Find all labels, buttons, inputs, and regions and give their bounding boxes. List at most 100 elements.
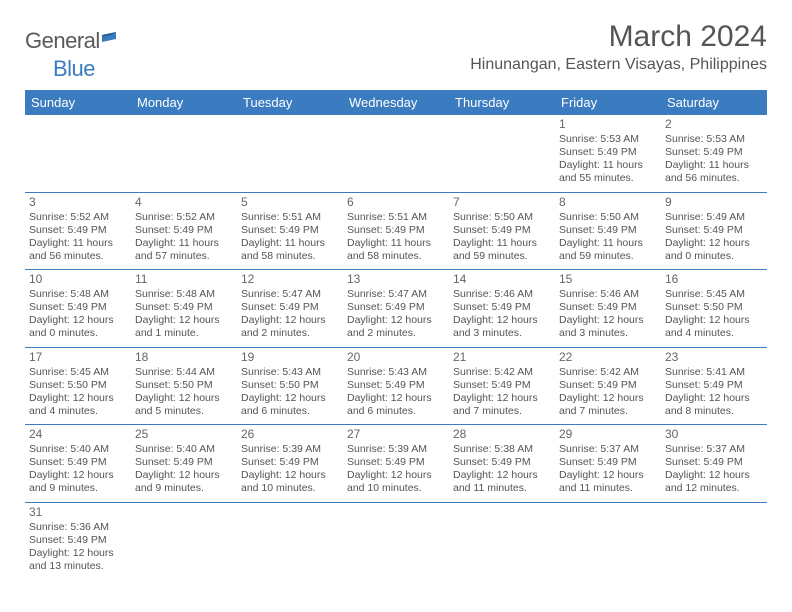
day-number: 2 — [665, 117, 763, 132]
sunrise-text: Sunrise: 5:47 AM — [347, 288, 445, 301]
calendar-cell: 4Sunrise: 5:52 AMSunset: 5:49 PMDaylight… — [131, 193, 237, 270]
daylight-text: Daylight: 12 hours and 4 minutes. — [665, 314, 763, 340]
calendar-cell: 9Sunrise: 5:49 AMSunset: 5:49 PMDaylight… — [661, 193, 767, 270]
location: Hinunangan, Eastern Visayas, Philippines — [470, 56, 767, 74]
day-header: Friday — [555, 90, 661, 115]
day-number: 17 — [29, 350, 127, 365]
day-number: 20 — [347, 350, 445, 365]
calendar-row: 24Sunrise: 5:40 AMSunset: 5:49 PMDayligh… — [25, 425, 767, 503]
day-number: 30 — [665, 427, 763, 442]
sunset-text: Sunset: 5:49 PM — [241, 456, 339, 469]
daylight-text: Daylight: 12 hours and 10 minutes. — [347, 469, 445, 495]
calendar-cell: 29Sunrise: 5:37 AMSunset: 5:49 PMDayligh… — [555, 425, 661, 502]
sunset-text: Sunset: 5:49 PM — [347, 224, 445, 237]
sunset-text: Sunset: 5:49 PM — [135, 224, 233, 237]
daylight-text: Daylight: 11 hours and 59 minutes. — [453, 237, 551, 263]
daylight-text: Daylight: 11 hours and 55 minutes. — [559, 159, 657, 185]
calendar-cell: 11Sunrise: 5:48 AMSunset: 5:49 PMDayligh… — [131, 270, 237, 347]
logo: General Blue — [25, 28, 124, 82]
day-number: 18 — [135, 350, 233, 365]
daylight-text: Daylight: 12 hours and 5 minutes. — [135, 392, 233, 418]
sunrise-text: Sunrise: 5:52 AM — [135, 211, 233, 224]
daylight-text: Daylight: 11 hours and 56 minutes. — [29, 237, 127, 263]
calendar-cell: 18Sunrise: 5:44 AMSunset: 5:50 PMDayligh… — [131, 348, 237, 425]
sunset-text: Sunset: 5:49 PM — [347, 456, 445, 469]
day-header: Saturday — [661, 90, 767, 115]
daylight-text: Daylight: 12 hours and 2 minutes. — [347, 314, 445, 340]
sunset-text: Sunset: 5:49 PM — [347, 379, 445, 392]
calendar-row: 3Sunrise: 5:52 AMSunset: 5:49 PMDaylight… — [25, 193, 767, 271]
sunrise-text: Sunrise: 5:40 AM — [29, 443, 127, 456]
calendar-cell: 21Sunrise: 5:42 AMSunset: 5:49 PMDayligh… — [449, 348, 555, 425]
daylight-text: Daylight: 11 hours and 58 minutes. — [241, 237, 339, 263]
daylight-text: Daylight: 11 hours and 56 minutes. — [665, 159, 763, 185]
calendar-cell: 13Sunrise: 5:47 AMSunset: 5:49 PMDayligh… — [343, 270, 449, 347]
sunrise-text: Sunrise: 5:42 AM — [453, 366, 551, 379]
sunrise-text: Sunrise: 5:51 AM — [241, 211, 339, 224]
daylight-text: Daylight: 11 hours and 57 minutes. — [135, 237, 233, 263]
sunset-text: Sunset: 5:49 PM — [665, 146, 763, 159]
calendar-cell: 20Sunrise: 5:43 AMSunset: 5:49 PMDayligh… — [343, 348, 449, 425]
daylight-text: Daylight: 12 hours and 10 minutes. — [241, 469, 339, 495]
daylight-text: Daylight: 12 hours and 8 minutes. — [665, 392, 763, 418]
sunrise-text: Sunrise: 5:48 AM — [135, 288, 233, 301]
calendar-cell — [343, 115, 449, 192]
day-number: 13 — [347, 272, 445, 287]
sunrise-text: Sunrise: 5:36 AM — [29, 521, 127, 534]
calendar-cell: 15Sunrise: 5:46 AMSunset: 5:49 PMDayligh… — [555, 270, 661, 347]
sunset-text: Sunset: 5:49 PM — [453, 456, 551, 469]
day-number: 26 — [241, 427, 339, 442]
sunrise-text: Sunrise: 5:45 AM — [29, 366, 127, 379]
calendar-cell: 31Sunrise: 5:36 AMSunset: 5:49 PMDayligh… — [25, 503, 131, 580]
sunrise-text: Sunrise: 5:49 AM — [665, 211, 763, 224]
daylight-text: Daylight: 12 hours and 9 minutes. — [29, 469, 127, 495]
day-number: 22 — [559, 350, 657, 365]
daylight-text: Daylight: 12 hours and 9 minutes. — [135, 469, 233, 495]
calendar-cell — [449, 503, 555, 580]
day-number: 21 — [453, 350, 551, 365]
sunrise-text: Sunrise: 5:38 AM — [453, 443, 551, 456]
sunrise-text: Sunrise: 5:51 AM — [347, 211, 445, 224]
daylight-text: Daylight: 12 hours and 7 minutes. — [453, 392, 551, 418]
sunset-text: Sunset: 5:50 PM — [29, 379, 127, 392]
sunrise-text: Sunrise: 5:44 AM — [135, 366, 233, 379]
daylight-text: Daylight: 12 hours and 1 minute. — [135, 314, 233, 340]
sunset-text: Sunset: 5:49 PM — [665, 224, 763, 237]
day-number: 5 — [241, 195, 339, 210]
sunset-text: Sunset: 5:49 PM — [29, 301, 127, 314]
calendar-cell: 14Sunrise: 5:46 AMSunset: 5:49 PMDayligh… — [449, 270, 555, 347]
calendar-cell: 10Sunrise: 5:48 AMSunset: 5:49 PMDayligh… — [25, 270, 131, 347]
sunset-text: Sunset: 5:49 PM — [135, 456, 233, 469]
day-header: Tuesday — [237, 90, 343, 115]
day-header: Wednesday — [343, 90, 449, 115]
calendar-cell: 27Sunrise: 5:39 AMSunset: 5:49 PMDayligh… — [343, 425, 449, 502]
day-number: 29 — [559, 427, 657, 442]
daylight-text: Daylight: 12 hours and 11 minutes. — [453, 469, 551, 495]
day-header: Sunday — [25, 90, 131, 115]
sunset-text: Sunset: 5:49 PM — [241, 301, 339, 314]
calendar-cell — [237, 503, 343, 580]
sunrise-text: Sunrise: 5:50 AM — [453, 211, 551, 224]
calendar-cell: 26Sunrise: 5:39 AMSunset: 5:49 PMDayligh… — [237, 425, 343, 502]
sunrise-text: Sunrise: 5:41 AM — [665, 366, 763, 379]
day-number: 4 — [135, 195, 233, 210]
calendar-cell: 7Sunrise: 5:50 AMSunset: 5:49 PMDaylight… — [449, 193, 555, 270]
day-number: 25 — [135, 427, 233, 442]
day-number: 27 — [347, 427, 445, 442]
calendar-cell — [131, 503, 237, 580]
calendar-cell: 28Sunrise: 5:38 AMSunset: 5:49 PMDayligh… — [449, 425, 555, 502]
sunrise-text: Sunrise: 5:43 AM — [347, 366, 445, 379]
calendar-cell: 30Sunrise: 5:37 AMSunset: 5:49 PMDayligh… — [661, 425, 767, 502]
sunset-text: Sunset: 5:49 PM — [559, 379, 657, 392]
day-number: 24 — [29, 427, 127, 442]
sunset-text: Sunset: 5:49 PM — [29, 456, 127, 469]
day-header: Monday — [131, 90, 237, 115]
calendar-row: 17Sunrise: 5:45 AMSunset: 5:50 PMDayligh… — [25, 348, 767, 426]
daylight-text: Daylight: 11 hours and 58 minutes. — [347, 237, 445, 263]
daylight-text: Daylight: 12 hours and 0 minutes. — [665, 237, 763, 263]
sunrise-text: Sunrise: 5:46 AM — [559, 288, 657, 301]
sunset-text: Sunset: 5:50 PM — [241, 379, 339, 392]
calendar-cell: 23Sunrise: 5:41 AMSunset: 5:49 PMDayligh… — [661, 348, 767, 425]
calendar-body: 1Sunrise: 5:53 AMSunset: 5:49 PMDaylight… — [25, 115, 767, 579]
sunset-text: Sunset: 5:49 PM — [559, 146, 657, 159]
